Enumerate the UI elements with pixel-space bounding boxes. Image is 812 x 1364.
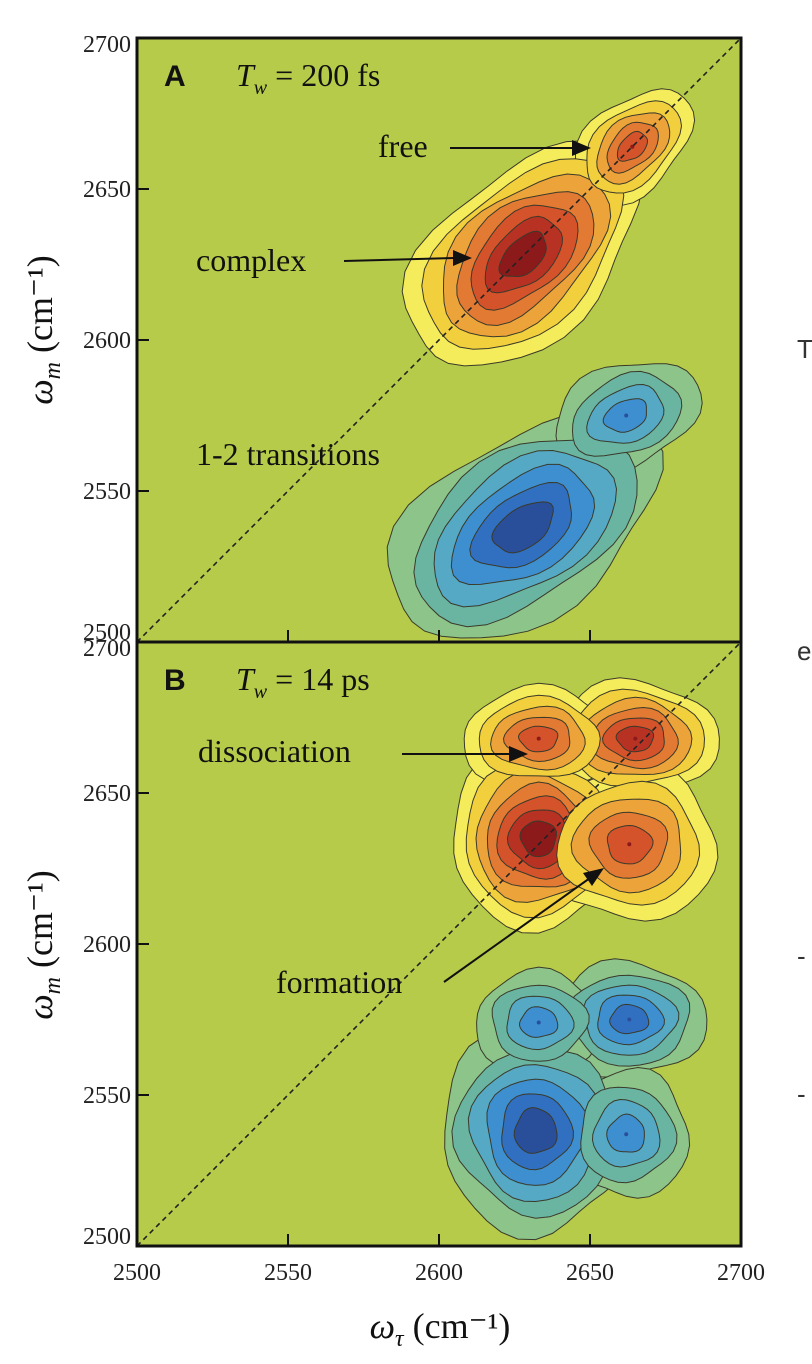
x-tick-label: 2550 <box>264 1260 312 1286</box>
panel-b-letter: B <box>164 664 186 697</box>
arrow-complex <box>343 257 455 262</box>
peak-marker <box>521 525 526 530</box>
peak-marker <box>533 1129 538 1134</box>
y-tick-label: 2500 <box>83 1224 131 1250</box>
edge-glyph-2: e <box>797 636 811 666</box>
y-tick-label: 2600 <box>83 932 131 958</box>
y-tick-label: 2550 <box>83 1083 131 1109</box>
edge-glyph-4: - <box>797 1079 806 1109</box>
peak-marker <box>624 1132 629 1137</box>
arrowhead-free <box>572 140 591 156</box>
peak-marker <box>536 736 541 741</box>
y-tick-label: 2650 <box>83 781 131 807</box>
panel-b-xlabel: ωτ (cm⁻¹) <box>370 1306 511 1352</box>
panel-a-waiting-time: Tw = 200 fs <box>236 57 380 99</box>
y-tick-label: 2650 <box>83 177 131 203</box>
x-tick-label: 2500 <box>113 1260 161 1286</box>
panel-b-ylabel: ωm (cm⁻¹) <box>20 870 66 1020</box>
x-tick-label: 2650 <box>566 1260 614 1286</box>
y-tick-label: 2550 <box>83 479 131 505</box>
peak-marker <box>624 413 629 418</box>
x-tick-label: 2700 <box>717 1260 765 1286</box>
arrowhead-formation <box>583 868 604 886</box>
panel-a-x-ticks <box>136 630 742 642</box>
panel-b-waiting-time: Tw = 14 ps <box>236 661 370 703</box>
y-tick-label: 2600 <box>83 328 131 354</box>
arrowhead-dissociation <box>509 746 528 762</box>
panel-b-contours <box>444 677 720 1241</box>
y-tick-label: 2700 <box>83 32 131 58</box>
y-tick-label: 2700 <box>83 636 131 662</box>
x-tick-label: 2600 <box>415 1260 463 1286</box>
annotation-transitions: 1-2 transitions <box>196 436 380 472</box>
peak-marker <box>536 836 541 841</box>
edge-glyph-3: - <box>797 941 806 971</box>
peak-marker <box>630 144 635 149</box>
panel-b: 2500 2550 2600 2650 2700 2500 2550 2600 2650 270… <box>20 636 765 1352</box>
peak-marker <box>627 1017 632 1022</box>
peak-marker <box>521 253 526 258</box>
panel-b-diagonal <box>136 641 742 1247</box>
panel-b-y-axis: 2500 2550 2600 2650 2700 <box>83 636 149 1250</box>
peak-marker <box>627 842 632 847</box>
annotation-dissociation: dissociation <box>198 733 351 769</box>
y-tick-label: 2500 <box>83 620 131 646</box>
annotation-free: free <box>378 128 428 164</box>
panel-b-x-axis: 2500 2550 2600 2650 2700 <box>113 1234 765 1286</box>
panel-a-y-axis: 2500 2550 2600 2650 2700 <box>83 32 149 646</box>
arrow-formation <box>443 877 591 983</box>
annotation-formation: formation <box>276 964 402 1000</box>
peak-marker <box>633 736 638 741</box>
panel-a-ylabel: ωm (cm⁻¹) <box>20 255 66 405</box>
panel-a-letter: A <box>164 60 186 93</box>
arrowhead-complex <box>453 250 472 266</box>
edge-glyph-1: T <box>797 334 812 364</box>
panel-a-diagonal <box>136 37 742 643</box>
annotation-complex: complex <box>196 242 306 278</box>
peak-marker <box>536 1020 541 1025</box>
